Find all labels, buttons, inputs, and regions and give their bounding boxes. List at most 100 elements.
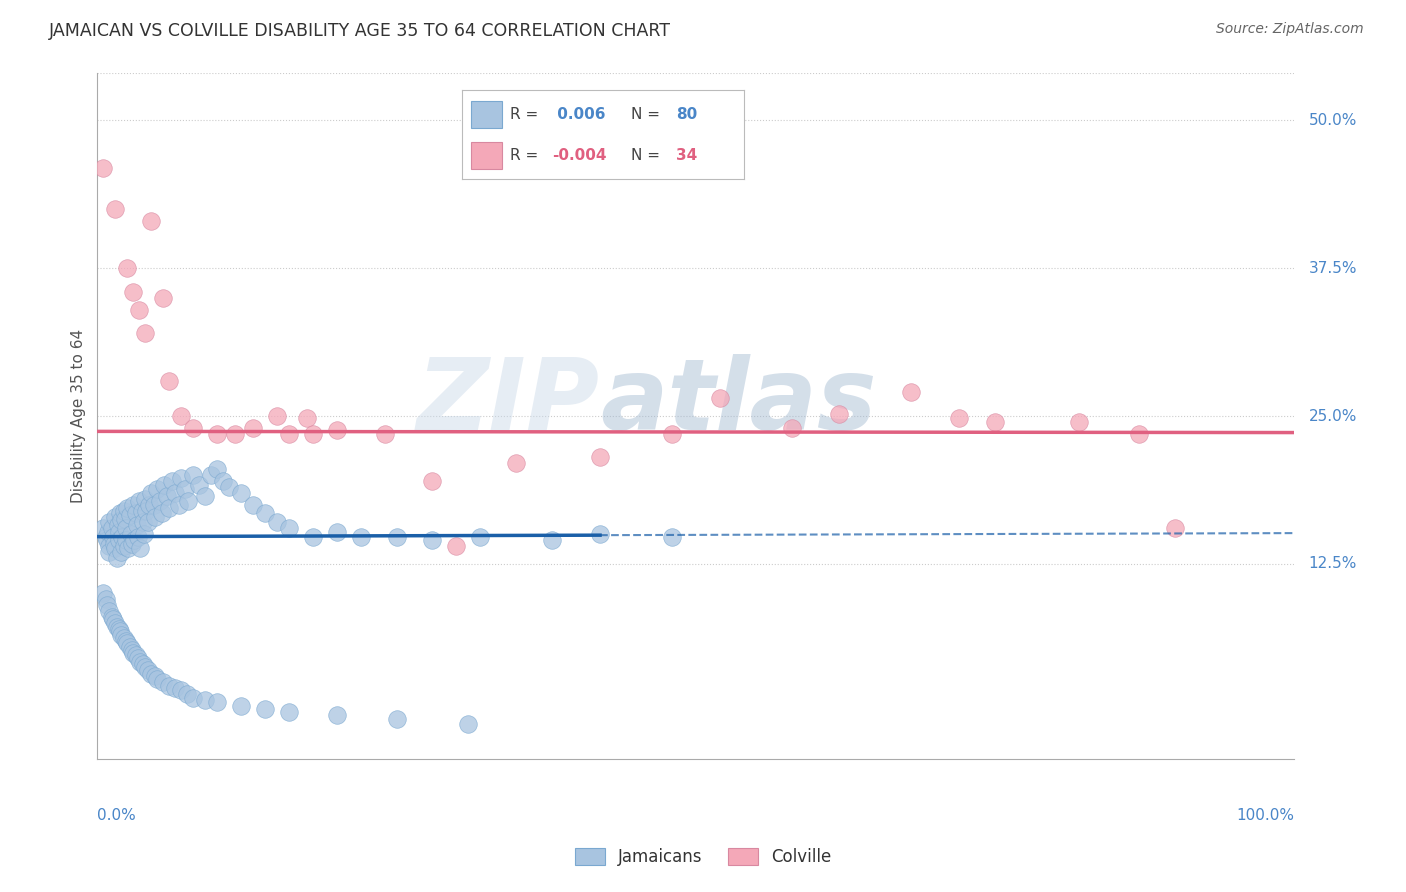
Point [661, 530, 683, 544]
Point [108, 506, 131, 520]
Point [156, 490, 179, 504]
Point [118, 640, 141, 654]
Point [170, 409, 193, 423]
Point [170, 683, 193, 698]
Point [134, 659, 156, 673]
Point [948, 411, 970, 425]
Point [589, 450, 612, 465]
Point [110, 513, 132, 527]
Point [422, 533, 444, 548]
Point [152, 675, 174, 690]
Point [253, 702, 276, 716]
Point [91, 161, 114, 175]
Point [277, 521, 299, 535]
Point [146, 483, 169, 497]
Point [205, 695, 228, 709]
Point [446, 539, 468, 553]
Text: 25.0%: 25.0% [1309, 409, 1357, 424]
Point [266, 516, 288, 530]
Point [325, 423, 347, 437]
Point [277, 705, 299, 719]
Point [136, 663, 159, 677]
Point [200, 468, 222, 483]
Y-axis label: Disability Age 35 to 64: Disability Age 35 to 64 [72, 329, 86, 503]
Point [266, 409, 288, 423]
Point [94, 530, 117, 544]
Point [96, 599, 118, 613]
Point [118, 508, 141, 523]
Point [115, 521, 138, 535]
Point [117, 261, 139, 276]
Point [301, 426, 323, 441]
Point [224, 426, 246, 441]
Point [132, 657, 155, 672]
Point [104, 509, 127, 524]
Point [134, 491, 156, 506]
Point [325, 524, 347, 539]
Point [457, 716, 479, 731]
Point [98, 545, 121, 559]
Point [94, 592, 117, 607]
Point [135, 503, 157, 517]
Point [111, 530, 134, 544]
Point [177, 494, 200, 508]
Point [91, 586, 114, 600]
Point [115, 633, 138, 648]
Point [165, 681, 187, 695]
Point [105, 619, 128, 633]
Point [103, 537, 125, 551]
Point [104, 202, 127, 216]
Point [105, 550, 128, 565]
Point [129, 541, 152, 556]
Point [117, 541, 139, 556]
Point [229, 698, 252, 713]
Point [98, 539, 121, 553]
Point [165, 486, 187, 500]
Point [120, 527, 142, 541]
Point [146, 672, 169, 686]
Point [188, 477, 211, 491]
Point [374, 426, 396, 441]
Point [153, 477, 176, 491]
Point [112, 632, 135, 646]
Point [229, 486, 252, 500]
Point [112, 503, 135, 517]
Point [149, 494, 172, 508]
Point [98, 604, 121, 618]
Point [122, 498, 145, 512]
Point [121, 537, 143, 551]
Point [242, 421, 264, 435]
Text: 37.5%: 37.5% [1309, 260, 1357, 276]
Point [150, 506, 173, 520]
Point [142, 498, 165, 512]
Point [422, 474, 444, 488]
Point [132, 527, 155, 541]
Point [122, 285, 145, 299]
Point [124, 506, 146, 520]
Point [205, 426, 228, 441]
Point [112, 539, 135, 553]
Point [138, 498, 160, 512]
Point [96, 533, 118, 548]
Text: 0.0%: 0.0% [97, 808, 136, 823]
Point [661, 426, 683, 441]
Point [129, 655, 152, 669]
Point [152, 291, 174, 305]
Point [181, 468, 204, 483]
Point [124, 648, 146, 662]
Point [121, 643, 143, 657]
Point [100, 610, 122, 624]
Text: Source: ZipAtlas.com: Source: ZipAtlas.com [1216, 22, 1364, 37]
Point [101, 530, 124, 544]
Point [127, 530, 149, 544]
Point [143, 669, 166, 683]
Point [157, 501, 180, 516]
Point [134, 326, 156, 341]
Point [385, 712, 408, 726]
Point [212, 474, 235, 488]
Point [108, 524, 131, 539]
Point [124, 533, 146, 548]
Point [117, 501, 139, 516]
Text: atlas: atlas [600, 354, 876, 450]
Point [108, 533, 131, 548]
